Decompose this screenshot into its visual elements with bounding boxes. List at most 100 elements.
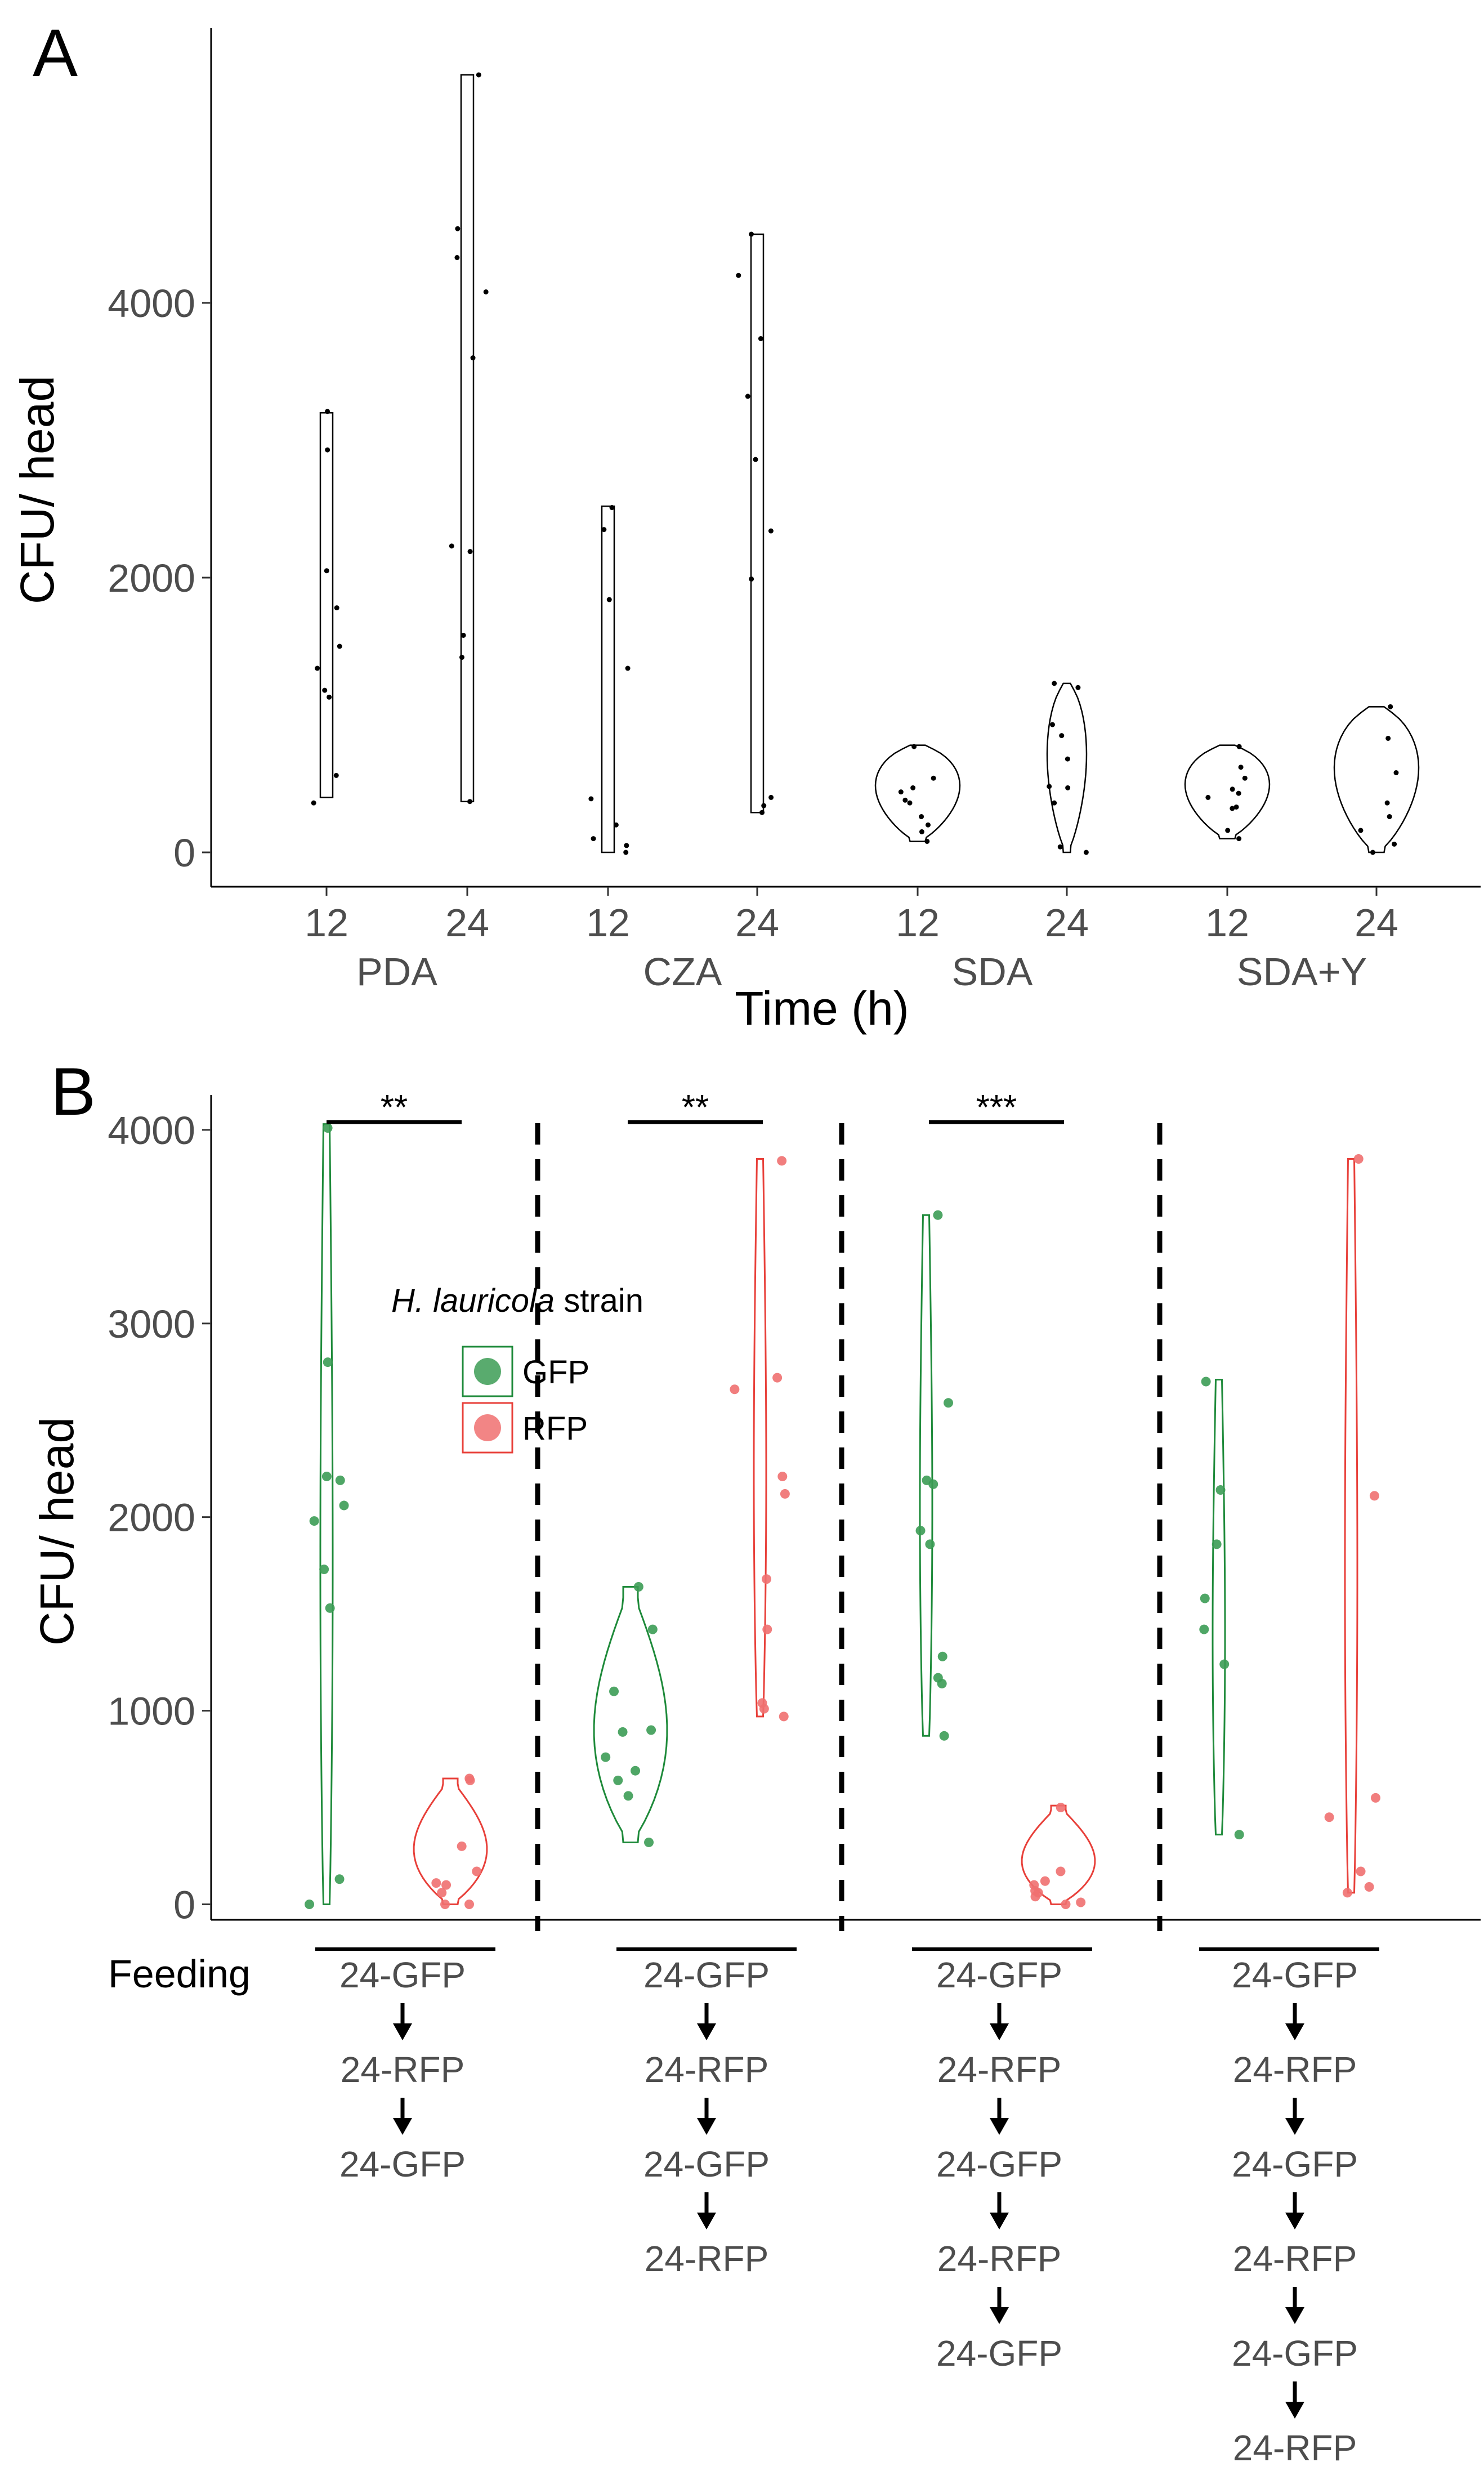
panel-a-point — [749, 231, 754, 237]
panel-b-point-gfp — [925, 1539, 935, 1549]
panel-a-point — [606, 597, 612, 602]
feeding-step: 24-RFP — [937, 2049, 1062, 2090]
panel-a-point — [601, 527, 607, 533]
panel-a-point — [449, 543, 454, 549]
panel-a-point — [898, 789, 904, 795]
panel-b-point-gfp — [334, 1874, 345, 1884]
panel-a-point — [919, 829, 924, 834]
panel-a-violin — [1046, 682, 1088, 854]
panel-a-point — [483, 289, 489, 294]
panel-a-point — [1236, 836, 1242, 842]
panel-a-point — [1230, 787, 1235, 792]
panel-a-violins — [319, 74, 1420, 854]
panel-b-significance: ** ** *** — [327, 1088, 1064, 1127]
panel-a-x-tick-label: 24 — [445, 901, 489, 945]
arrow-down-icon — [393, 2023, 412, 2040]
panel-a-x-tick-label: 24 — [1355, 901, 1398, 945]
panel-a-point — [761, 803, 767, 808]
feeding-step: 24-GFP — [936, 1955, 1062, 1995]
panel-b-tick-labels: 0 1000 2000 3000 4000 — [108, 1109, 195, 1927]
panel-a-point — [324, 568, 329, 574]
panel-b-point-rfp — [779, 1712, 789, 1722]
panel-b-point-rfp — [1056, 1866, 1066, 1876]
panel-a-point — [337, 644, 342, 649]
panel-b-violin-gfp — [319, 1123, 334, 1905]
panel-a-point — [623, 850, 629, 855]
panel-a-point — [1388, 704, 1393, 709]
panel-a-y-axis-title: CFU/ head — [11, 376, 64, 604]
panel-b-violin-rfp — [1344, 1158, 1358, 1894]
panel-letter-b: B — [51, 1054, 96, 1129]
panel-b-y-axis-title: CFU/ head — [30, 1417, 83, 1646]
panel-b-point-gfp — [647, 1624, 658, 1634]
panel-a-point — [1236, 790, 1241, 796]
panel-a-point — [1047, 784, 1052, 789]
panel-a-point — [1392, 841, 1397, 847]
panel-a-point — [624, 843, 629, 848]
panel-a-x-tick-label: 24 — [1045, 901, 1089, 945]
panel-a-point — [311, 800, 316, 806]
panel-a-violin — [874, 744, 961, 842]
panel-b-point-rfp — [1029, 1880, 1039, 1890]
panel-a-group-label: SDA+Y — [1237, 950, 1367, 994]
feeding-step: 24-RFP — [645, 2238, 769, 2279]
feeding-step: 24-GFP — [1232, 1955, 1358, 1995]
panel-a-point — [455, 226, 461, 231]
panel-b-point-gfp — [623, 1791, 633, 1801]
panel-a-point — [625, 665, 631, 671]
panel-b-point-gfp — [933, 1673, 943, 1683]
panel-b-point-gfp — [305, 1899, 315, 1909]
panel-a-point — [1057, 844, 1063, 850]
panel-a-point — [1230, 806, 1235, 811]
panel-a-group-label: CZA — [643, 950, 722, 994]
panel-b-point-rfp — [780, 1489, 790, 1499]
panel-b-point-gfp — [937, 1651, 947, 1661]
panel-a-x-tick-label: 12 — [305, 901, 348, 945]
panel-b-point-rfp — [777, 1471, 788, 1481]
legend-label-rfp: RFP — [522, 1410, 588, 1447]
panel-a-point — [1384, 800, 1390, 806]
panel-b-y-tick-label: 3000 — [108, 1302, 195, 1346]
panel-b-violins — [319, 1123, 1358, 1905]
panel-b-point-rfp — [437, 1888, 447, 1898]
arrow-down-icon — [1285, 2118, 1304, 2135]
panel-b-violin-gfp — [593, 1586, 668, 1843]
panel-a-point — [1065, 785, 1071, 790]
panel-a-point — [1393, 770, 1399, 775]
panel-b-point-gfp — [325, 1603, 335, 1613]
arrow-down-icon — [990, 2213, 1009, 2229]
panel-b-point-rfp — [457, 1841, 467, 1851]
panel-b-point-gfp — [631, 1766, 641, 1776]
panel-b-violin-gfp — [919, 1214, 933, 1737]
panel-a-point — [1238, 765, 1244, 770]
legend-dot-gfp — [474, 1358, 501, 1385]
panel-a-point — [461, 632, 466, 638]
panel-a-group-label: PDA — [356, 950, 437, 994]
panel-b-point-rfp — [762, 1624, 772, 1634]
panel-a-point — [1242, 775, 1248, 781]
feeding-step: 24-RFP — [1233, 2428, 1357, 2468]
panel-b-point-rfp — [431, 1878, 441, 1888]
panel-a-point — [753, 457, 758, 462]
panel-b-point-gfp — [1219, 1659, 1230, 1669]
panel-b-point-rfp — [1356, 1866, 1366, 1876]
arrow-down-icon — [697, 2023, 716, 2040]
feeding-step: 24-GFP — [1232, 2144, 1358, 2184]
panel-b-violin-gfp — [1212, 1379, 1226, 1836]
panel-b-point-gfp — [618, 1727, 628, 1737]
panel-a-y-tick-label: 4000 — [108, 281, 195, 325]
panel-a-axes — [202, 28, 1481, 896]
feeding-step: 24-GFP — [643, 1955, 770, 1995]
panel-b-point-rfp — [730, 1384, 740, 1395]
feeding-step: 24-GFP — [339, 1955, 466, 1995]
panel-b-point-rfp — [1040, 1876, 1050, 1886]
panel-b-point-rfp — [757, 1698, 767, 1708]
panel-a-point — [327, 694, 332, 700]
panel-a-point — [325, 409, 330, 414]
panel-a-point — [745, 394, 750, 399]
panel-b-point-gfp — [922, 1475, 932, 1485]
panel-a-violin — [319, 412, 334, 798]
feeding-step: 24-RFP — [1233, 2238, 1357, 2279]
